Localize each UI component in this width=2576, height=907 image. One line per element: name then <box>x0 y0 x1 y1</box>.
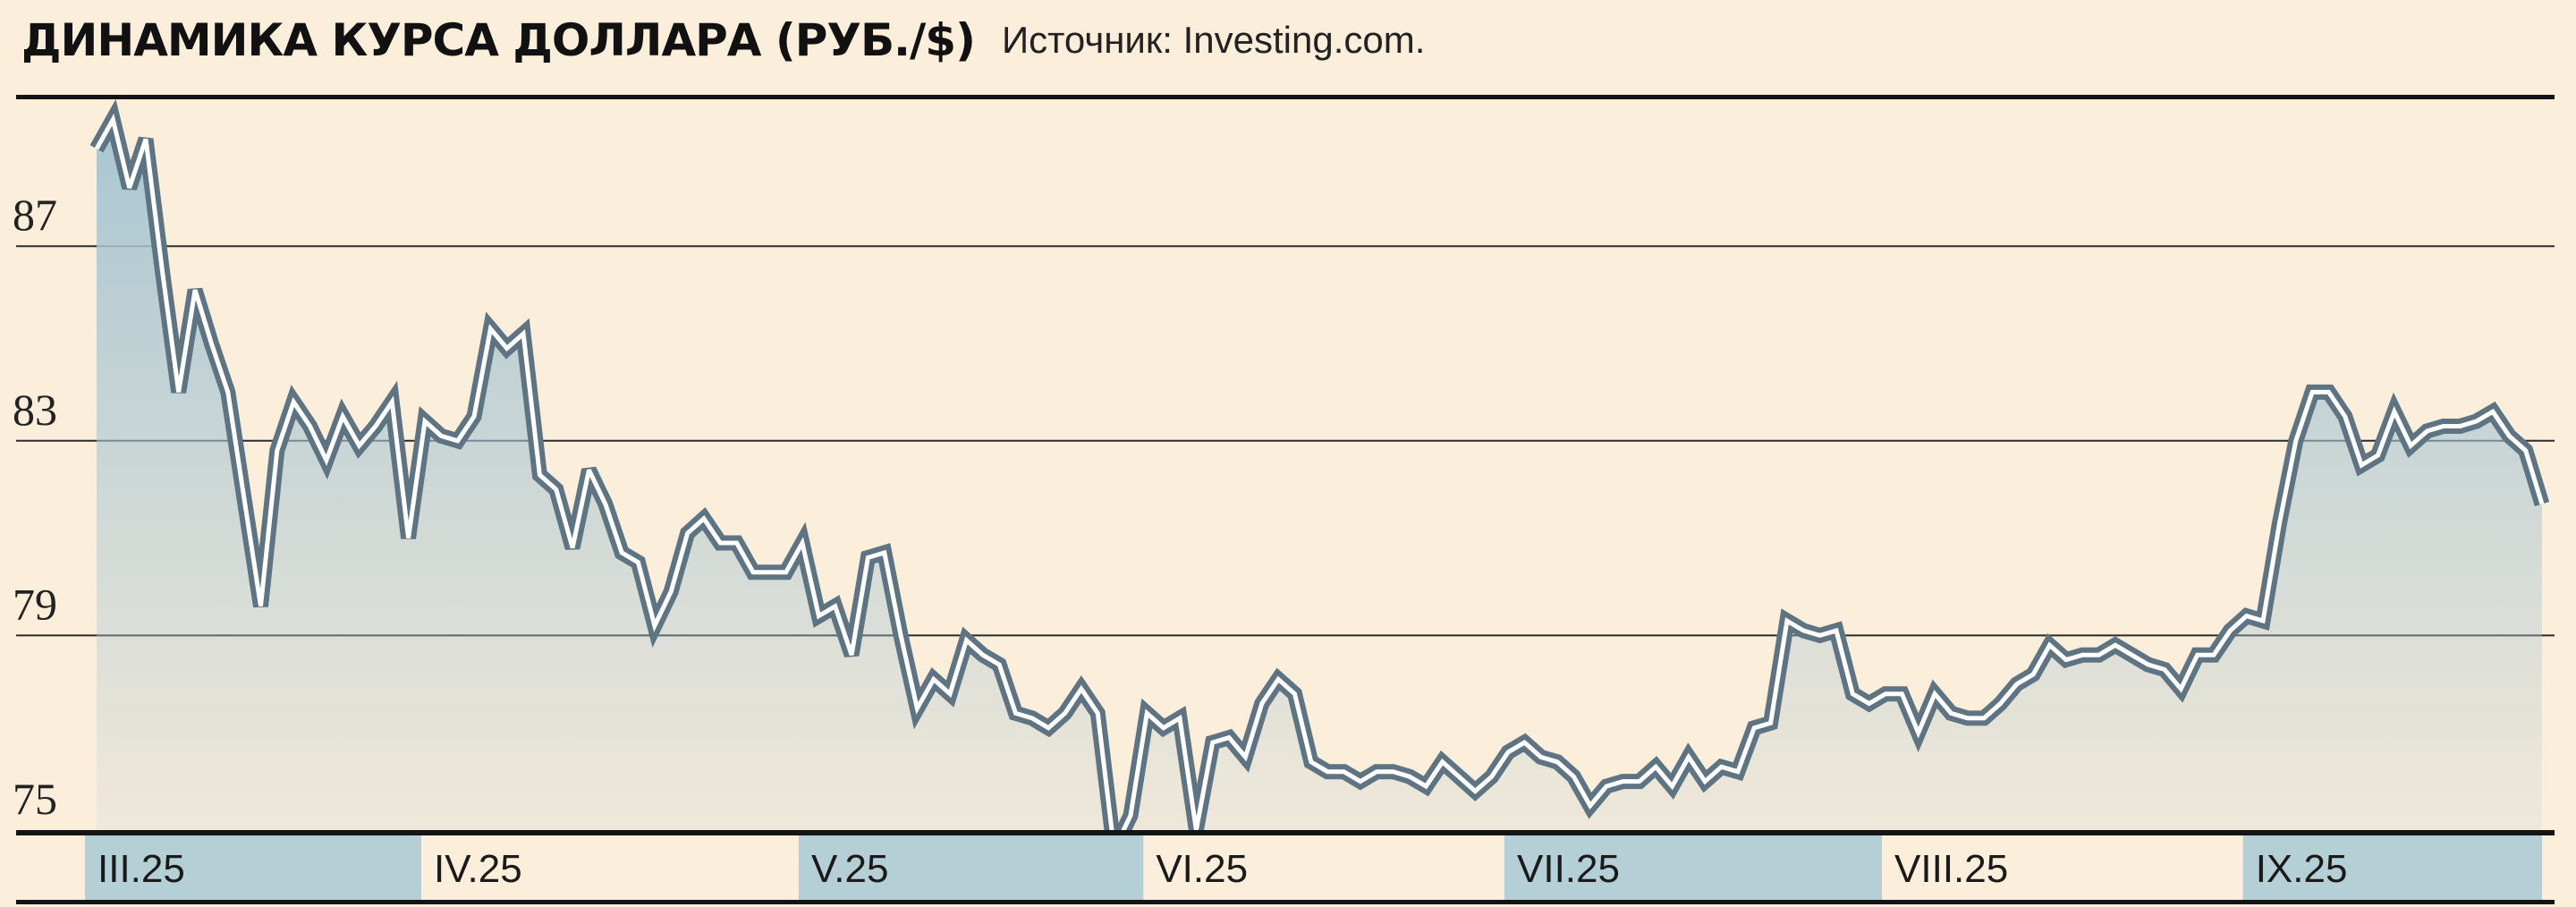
month-label: V.25 <box>811 847 888 891</box>
series-line <box>89 98 2550 853</box>
month-label: VIII.25 <box>1894 847 2008 891</box>
y-tick-label: 83 <box>13 385 57 435</box>
month-bands: III.25 IV.25 V.25 VI.25 VII.25 VIII.25 IX.25 <box>85 835 2542 900</box>
month-band <box>799 835 1144 900</box>
y-tick-label: 79 <box>13 579 57 629</box>
y-tick-label: 75 <box>13 774 57 824</box>
month-label: VI.25 <box>1156 847 1248 891</box>
month-label: IV.25 <box>434 847 522 891</box>
axis-rule-top <box>16 830 2555 835</box>
month-band <box>2242 835 2542 900</box>
chart-title: ДИНАМИКА КУРСА ДОЛЛАРА (РУБ./$) <box>21 14 976 66</box>
axis-rule-bottom <box>16 900 2555 904</box>
title-row: ДИНАМИКА КУРСА ДОЛЛАРА (РУБ./$) Источник… <box>21 0 1425 81</box>
month-band <box>85 835 421 900</box>
month-label: IX.25 <box>2256 847 2348 891</box>
y-tick-labels: 75 79 83 87 <box>13 190 57 824</box>
top-rule <box>16 95 2555 99</box>
series-area <box>97 119 2542 850</box>
chart-source: Источник: Investing.com. <box>1001 19 1426 61</box>
month-label: VII.25 <box>1517 847 1620 891</box>
series-line-inner <box>94 114 2545 851</box>
month-band <box>1504 835 1883 900</box>
month-label: III.25 <box>97 847 185 891</box>
area-fill <box>97 119 2542 850</box>
y-tick-label: 87 <box>13 190 57 240</box>
